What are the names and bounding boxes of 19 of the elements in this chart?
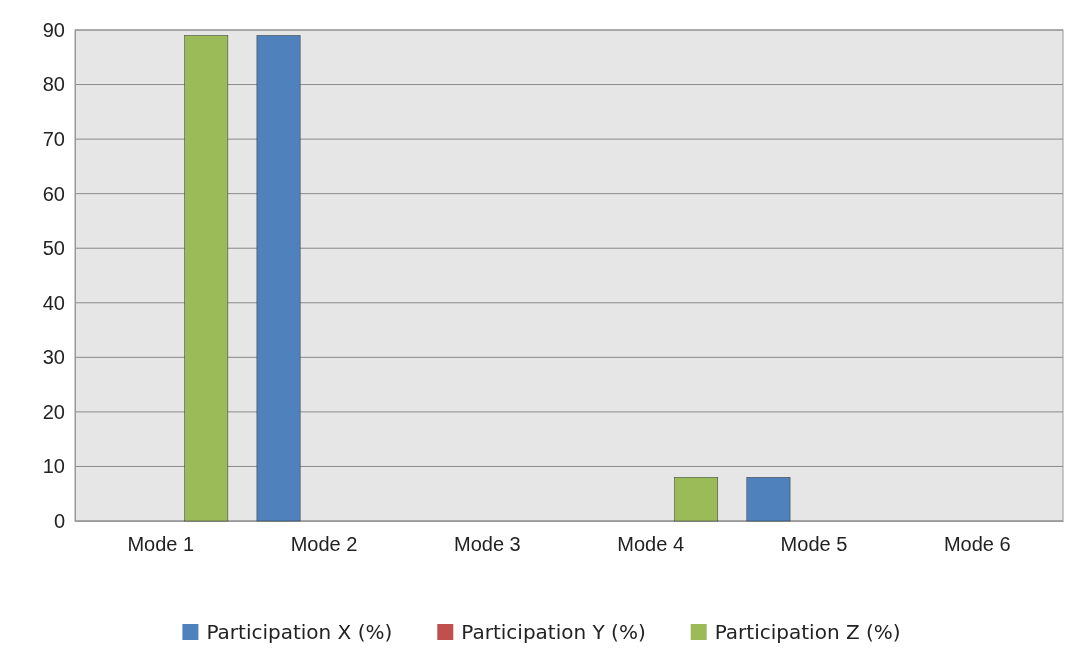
y-tick-label: 40 <box>42 291 65 314</box>
x-tick-label: Mode 5 <box>780 533 848 556</box>
y-tick-label: 20 <box>42 400 65 423</box>
y-tick-label: 10 <box>42 455 65 478</box>
y-tick-label: 0 <box>53 509 65 532</box>
x-tick-label: Mode 2 <box>290 533 358 556</box>
y-tick-label: 90 <box>42 18 65 41</box>
y-tick-label: 30 <box>42 346 65 369</box>
x-tick-label: Mode 6 <box>943 533 1011 556</box>
y-tick-label: 80 <box>42 73 65 96</box>
legend-label: Participation Y (%) <box>461 620 646 644</box>
y-tick-label: 50 <box>42 237 65 260</box>
x-tick-label: Mode 1 <box>127 533 195 556</box>
y-tick-label: 70 <box>42 128 65 151</box>
y-tick-label: 60 <box>42 182 65 205</box>
x-tick-label: Mode 4 <box>617 533 685 556</box>
legend-label: Participation Z (%) <box>714 620 901 644</box>
legend-label: Participation X (%) <box>206 620 393 644</box>
x-tick-label: Mode 3 <box>453 533 521 556</box>
